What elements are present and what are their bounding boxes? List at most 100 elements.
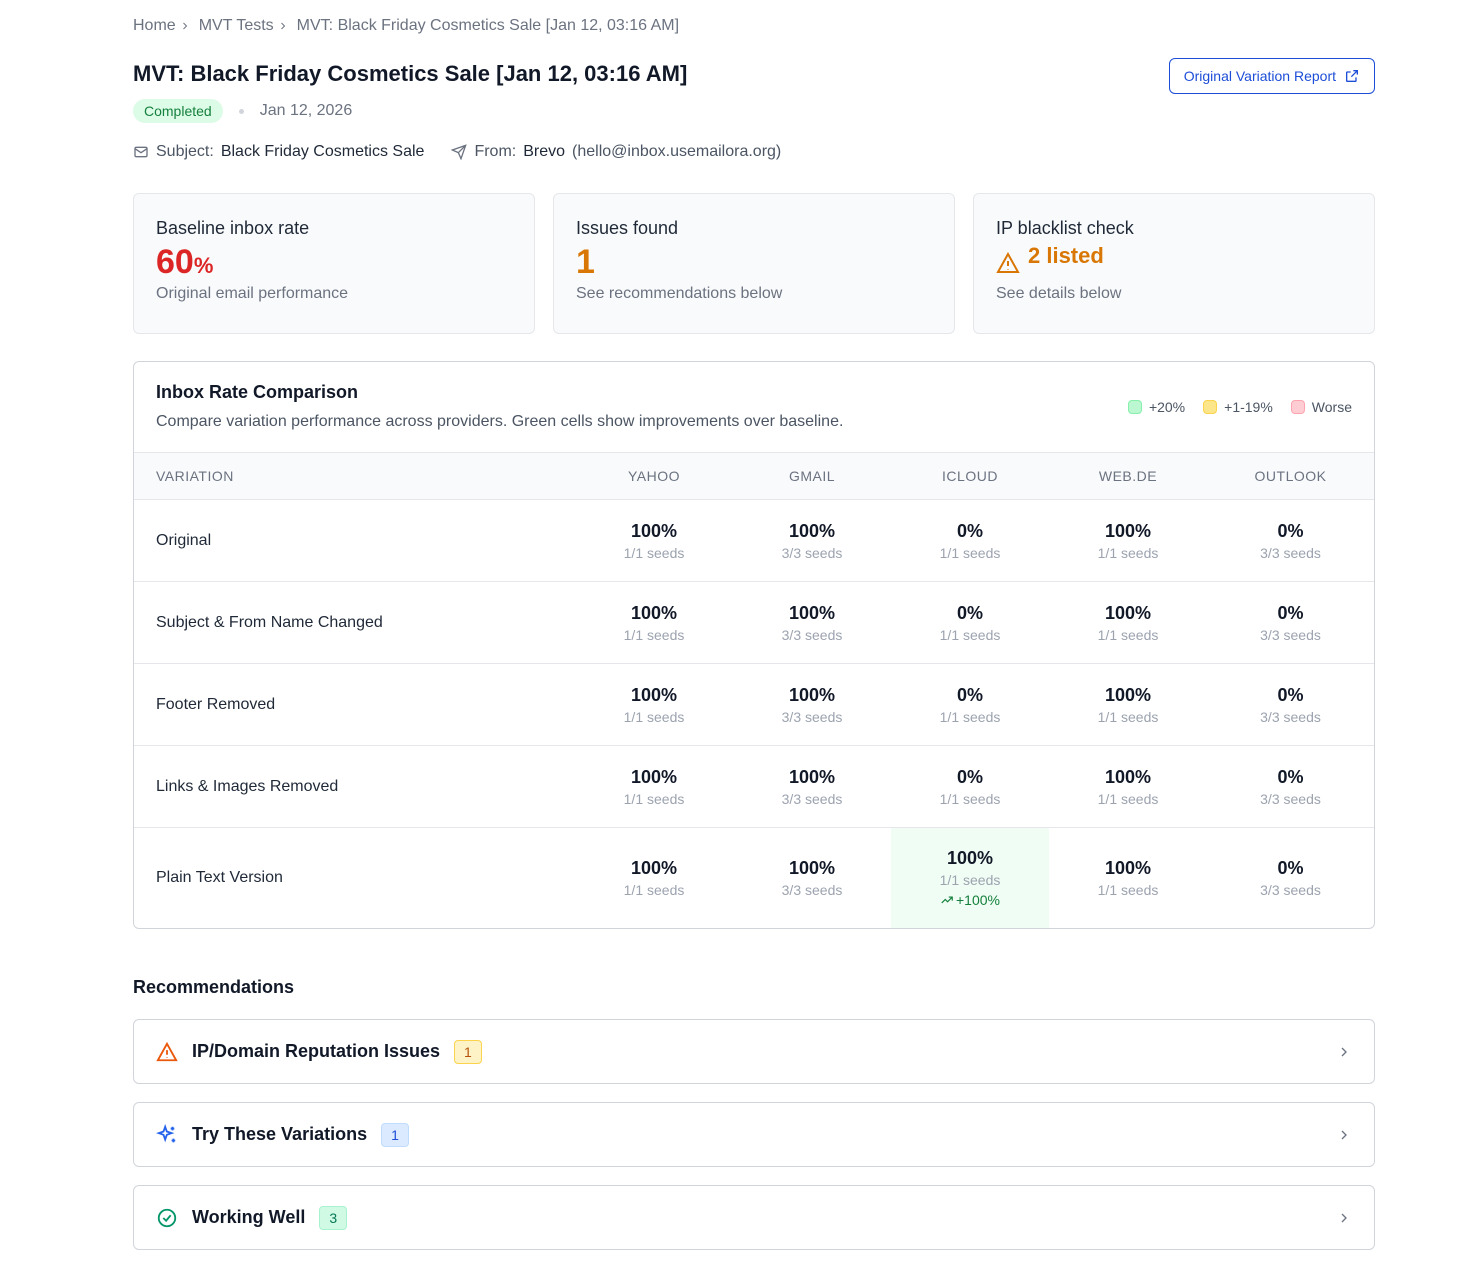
table-header: VARIATION YAHOO GMAIL ICLOUD WEB.DE OUTLOOK xyxy=(134,452,1374,499)
rate: 100% xyxy=(788,602,836,623)
icon-shape xyxy=(156,1123,176,1142)
icon-shape xyxy=(157,1208,177,1227)
rate-cell: 100% 1/1 seeds +100% xyxy=(891,828,1049,928)
seeds: 3/3 seeds xyxy=(781,790,843,807)
stat-cards: Baseline inbox rate 60% Original email per… xyxy=(133,193,1375,334)
rate: 100% xyxy=(630,858,678,878)
recommendations-title: Recommendations xyxy=(133,977,295,997)
stat-card: Issues found 1 See recommendations below xyxy=(553,193,955,334)
recommendation-item[interactable]: IP/Domain Reputation Issues 1 xyxy=(133,1019,1375,1084)
rate-cell: 0% 3/3 seeds xyxy=(1207,746,1374,827)
rate: 0% xyxy=(1277,602,1304,623)
breadcrumb-item[interactable]: MVT Tests xyxy=(198,17,274,34)
rate-cell: 100% 1/1 seeds xyxy=(1049,746,1207,827)
seeds: 1/1 seeds xyxy=(623,882,685,898)
recommendation-item[interactable]: Try These Variations 1 xyxy=(133,1102,1375,1167)
rate-cell: 100% 1/1 seeds xyxy=(1049,500,1207,581)
rate: 100% xyxy=(630,684,678,705)
external-link-icon xyxy=(1344,68,1360,84)
column-header: GMAIL xyxy=(788,468,836,484)
stat-unit: % xyxy=(193,253,214,278)
rate-cell: 0% 1/1 seeds xyxy=(891,582,1049,663)
rate: 0% xyxy=(1277,858,1304,878)
mail-icon xyxy=(133,144,149,160)
chevron-icon xyxy=(1336,1044,1352,1060)
icon-shape xyxy=(156,1041,178,1061)
icon-shape xyxy=(1341,1213,1347,1222)
icon-shape xyxy=(157,1208,177,1227)
recommendation-icon xyxy=(156,1123,178,1146)
legend-swatch xyxy=(1203,400,1218,414)
seeds: 3/3 seeds xyxy=(781,882,843,898)
rate-cell: 100% 1/1 seeds xyxy=(575,746,733,827)
rate-cell: 0% 1/1 seeds xyxy=(891,664,1049,745)
rate-cell: 100% 3/3 seeds xyxy=(733,500,891,581)
comparison-subtitle: Compare variation performance across pro… xyxy=(156,413,844,430)
seeds: 1/1 seeds xyxy=(1097,544,1159,561)
stat-label: Issues found xyxy=(576,218,679,238)
rate-cell: 100% 1/1 seeds xyxy=(575,664,733,745)
rate-cell: 0% 1/1 seeds xyxy=(891,500,1049,581)
rate: 100% xyxy=(630,520,678,541)
rate-cell: 100% 1/1 seeds xyxy=(1049,828,1207,928)
legend-label: Worse xyxy=(1311,399,1352,415)
icon-shape xyxy=(1341,1130,1347,1139)
recommendation-label: Working Well xyxy=(192,1207,306,1227)
legend-swatch xyxy=(1127,400,1142,414)
seeds: 1/1 seeds xyxy=(939,544,1001,561)
seeds: 1/1 seeds xyxy=(623,544,685,561)
variation-name: Plain Text Version xyxy=(156,869,283,886)
rate: 100% xyxy=(1104,520,1152,541)
rate: 100% xyxy=(788,858,836,878)
variation-name: Links & Images Removed xyxy=(156,777,339,795)
comparison-title: Inbox Rate Comparison xyxy=(156,382,359,402)
breadcrumb-item[interactable]: Home xyxy=(133,17,176,34)
recommendation-icon xyxy=(156,1041,178,1063)
rate-cell: 0% 3/3 seeds xyxy=(1207,500,1374,581)
icon-shape xyxy=(451,144,468,160)
seeds: 3/3 seeds xyxy=(1260,790,1321,807)
legend-item: Worse xyxy=(1290,399,1352,415)
rate-cell: 100% 1/1 seeds xyxy=(1049,664,1207,745)
stat-note: See recommendations below xyxy=(576,285,783,302)
rate: 100% xyxy=(788,684,836,705)
chevron-icon xyxy=(1336,1210,1352,1226)
icon-shape xyxy=(280,22,285,30)
rate: 0% xyxy=(956,602,983,623)
table-row: Plain Text Version 100% 1/1 seeds 100% 3/3 s… xyxy=(134,827,1374,928)
legend: +20% +1-19% Worse xyxy=(1127,399,1352,415)
rate-cell: 100% 1/1 seeds xyxy=(575,500,733,581)
seeds: 1/1 seeds xyxy=(939,872,1001,888)
legend-label: +20% xyxy=(1148,399,1186,415)
subject: Black Friday Cosmetics Sale xyxy=(220,143,425,160)
recommendation-label: IP/Domain Reputation Issues xyxy=(192,1041,441,1061)
status-badge: Completed xyxy=(133,99,223,123)
rate: 100% xyxy=(788,766,836,787)
stat-number: 2 listed xyxy=(1028,243,1104,268)
report-button-label: Original Variation Report xyxy=(1183,68,1336,84)
subject-label: Subject: xyxy=(156,143,214,160)
seeds: 3/3 seeds xyxy=(781,708,843,725)
seeds: 3/3 seeds xyxy=(781,626,843,643)
rate-cell: 100% 3/3 seeds xyxy=(733,664,891,745)
recommendation-item[interactable]: Working Well 3 xyxy=(133,1185,1375,1250)
stat-card: IP blacklist check 2 listed See details be… xyxy=(973,193,1375,334)
rate-cell: 0% 3/3 seeds xyxy=(1207,664,1374,745)
column-header: ICLOUD xyxy=(942,468,998,484)
rate: 0% xyxy=(1277,520,1304,541)
seeds: 1/1 seeds xyxy=(1097,626,1159,643)
rate: 0% xyxy=(956,684,983,705)
icon-shape xyxy=(451,144,468,160)
subject-line: Subject: Black Friday Cosmetics Sale From:… xyxy=(133,143,781,161)
comparison-card: Inbox Rate Comparison Compare variation p… xyxy=(133,361,1375,929)
rate: 100% xyxy=(788,520,836,541)
rate: 100% xyxy=(630,602,678,623)
seeds: 1/1 seeds xyxy=(623,790,685,807)
rate: 100% xyxy=(1104,684,1152,705)
rate: 100% xyxy=(630,766,678,787)
legend-label: +1-19% xyxy=(1224,399,1273,415)
report-button[interactable]: Original Variation Report xyxy=(1168,58,1375,94)
rate: 100% xyxy=(946,848,994,868)
